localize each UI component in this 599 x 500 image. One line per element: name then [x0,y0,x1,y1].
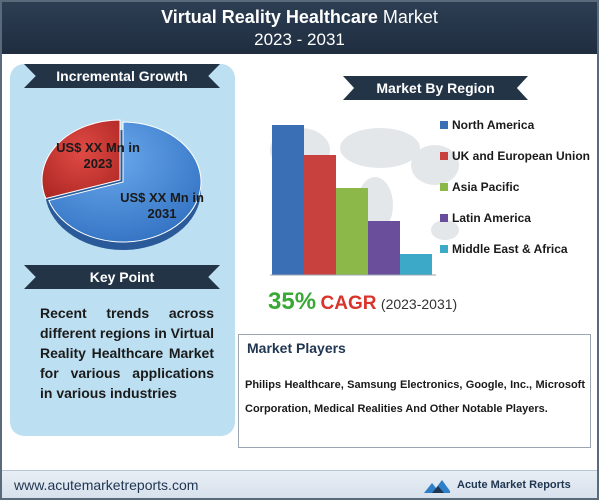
legend-swatch [440,152,448,160]
pie-label-2031-line2: 2031 [147,206,177,221]
market-players-box: Market Players Philips Healthcare, Samsu… [238,334,591,448]
market-players-text: Philips Healthcare, Samsung Electronics,… [245,379,585,415]
title-normal: Market [377,7,438,27]
legend-swatch [440,121,448,129]
bar-latin-america [368,221,400,275]
legend-label: Middle East & Africa [452,242,568,256]
key-point-ribbon: Key Point [24,265,220,289]
cagr-line: 35% CAGR (2023-2031) [268,288,528,316]
footer-website-link[interactable]: www.acutemarketreports.com [14,477,199,493]
market-players-title: Market Players [247,340,346,356]
region-bar-chart [270,125,459,276]
cagr-percent: 35% [268,288,317,315]
legend-item: North America [440,116,598,147]
market-by-region-ribbon: Market By Region [343,76,528,100]
footer-bar: www.acutemarketreports.com Acute Market … [2,470,597,498]
brand-text: Acute Market Reports [457,479,571,491]
legend-swatch [440,245,448,253]
bar-middle-east-africa [400,254,432,275]
cagr-word: CAGR [320,293,377,314]
pie-label-2023: US$ XX Mn in 2023 [56,140,140,172]
bar-uk-and-european-union [304,155,336,275]
legend-item: UK and European Union [440,147,598,178]
pie-label-2023-line1: US$ XX Mn in [56,140,140,155]
legend-label: Latin America [452,211,531,225]
year-range: 2023 - 2031 [254,30,345,49]
key-point-text: Recent trends across different regions i… [40,305,214,401]
pie-slice-2023 [41,119,121,200]
legend-item: Middle East & Africa [440,240,598,271]
pie-label-2031: US$ XX Mn in 2031 [112,190,212,222]
region-legend: North America UK and European Union Asia P… [440,116,598,271]
legend-item: Asia Pacific [440,178,598,209]
legend-swatch [440,214,448,222]
bar-north-america [272,125,304,275]
pie-label-2023-line2: 2023 [83,156,113,171]
brand-name: Acute Market Reports [457,479,571,491]
pie-label-2031-line1: US$ XX Mn in [120,190,204,205]
legend-swatch [440,183,448,191]
legend-item: Latin America [440,209,598,240]
brand-logo-icon [424,480,450,493]
title-bold: Virtual Reality Healthcare [161,7,378,27]
incremental-growth-ribbon: Incremental Growth [24,64,220,88]
legend-label: Asia Pacific [452,180,520,194]
legend-label: North America [452,118,535,132]
header-banner: Virtual Reality Healthcare Market 2023 -… [2,2,597,54]
incremental-pie-chart [41,119,202,250]
page-title: Virtual Reality Healthcare Market [2,2,597,29]
legend-label: UK and European Union [452,149,590,163]
pie-slice-2031 [48,121,202,243]
cagr-years: (2023-2031) [380,296,458,312]
bar-asia-pacific [336,188,368,275]
